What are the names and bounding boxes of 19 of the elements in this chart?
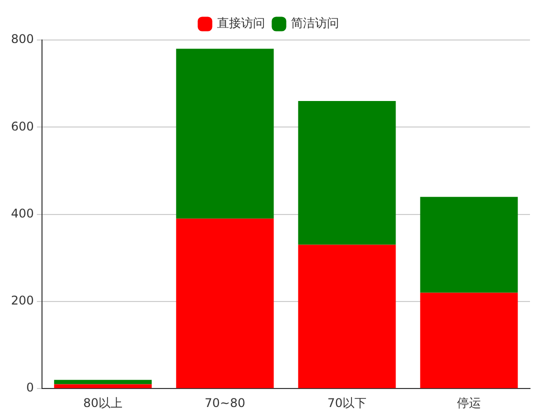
y-tick-label: 600 bbox=[11, 119, 34, 134]
legend-label: 简洁访问 bbox=[291, 16, 339, 30]
bar bbox=[176, 48, 274, 219]
bar bbox=[54, 384, 152, 388]
bar bbox=[420, 292, 518, 388]
x-tick-label: 70~80 bbox=[204, 396, 246, 410]
bar bbox=[54, 380, 152, 384]
legend-label: 直接访问 bbox=[217, 16, 265, 30]
y-tick-label: 0 bbox=[26, 380, 34, 395]
bar bbox=[420, 196, 518, 293]
bar bbox=[176, 218, 274, 388]
y-tick-label: 800 bbox=[11, 32, 34, 46]
x-tick-label: 70以下 bbox=[327, 396, 367, 410]
bar bbox=[298, 101, 396, 245]
x-tick-label: 停运 bbox=[456, 396, 481, 410]
x-tick-label: 80以上 bbox=[83, 396, 123, 410]
bar bbox=[298, 244, 396, 388]
y-tick-label: 200 bbox=[11, 294, 34, 308]
y-tick-label: 400 bbox=[11, 206, 34, 220]
